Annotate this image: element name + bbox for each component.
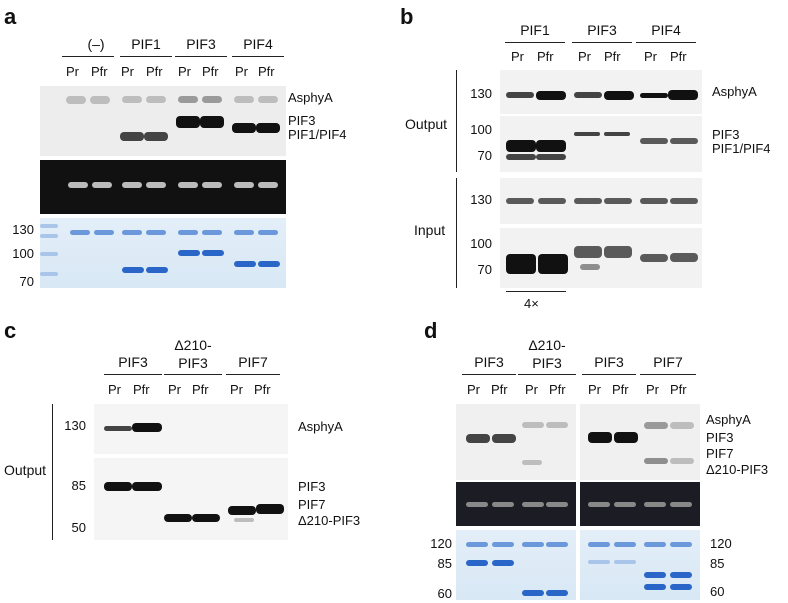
- mw-marker: 85: [710, 556, 725, 571]
- lane-label: Pfr: [133, 382, 150, 397]
- loading-control-gel: [40, 160, 286, 214]
- section-output-label: Output: [405, 116, 448, 132]
- band-label-asphya: AsphyA: [298, 419, 343, 434]
- lane-label: Pfr: [612, 382, 629, 397]
- coomassie-gel: [40, 218, 286, 288]
- input-pif-blot: [500, 228, 702, 288]
- lane-label: Pr: [178, 64, 191, 79]
- mw-marker: 70: [477, 262, 492, 277]
- autoradiograph-blot-right: [580, 404, 700, 480]
- group-header: PIF3: [186, 36, 216, 52]
- lane-label: Pr: [511, 49, 524, 64]
- mw-marker: 130: [64, 418, 86, 433]
- mw-marker: 60: [437, 586, 452, 601]
- lane-label: Pr: [644, 49, 657, 64]
- group-header: PIF3: [474, 354, 504, 370]
- lane-label: Pr: [235, 64, 248, 79]
- band-label-pif3: PIF3: [706, 430, 734, 445]
- group-header: PIF1: [520, 22, 550, 38]
- group-header: PIF7: [238, 354, 268, 370]
- input-asphya-blot: [500, 178, 702, 224]
- output-asphya-blot: [500, 70, 702, 114]
- lane-label: Pfr: [192, 382, 209, 397]
- lane-label: Pr: [66, 64, 79, 79]
- group-header: PIF3: [594, 354, 624, 370]
- lane-label: Pfr: [670, 49, 687, 64]
- band-label-pif3: PIF3: [298, 479, 326, 494]
- group-header: Δ210- PIF3: [174, 337, 212, 371]
- lane-label: Pr: [121, 64, 134, 79]
- output-asphya-blot: [94, 404, 288, 454]
- lane-label: Pr: [525, 382, 538, 397]
- lane-label: Pr: [578, 49, 591, 64]
- loading-control-gel-left: [456, 482, 576, 526]
- mw-marker: 130: [12, 222, 34, 237]
- panel-a-label: a: [4, 4, 17, 29]
- band-label-pif7: PIF7: [706, 446, 734, 461]
- band-label-pif7: PIF7: [298, 497, 326, 512]
- band-label-pif3: PIF3: [288, 113, 316, 128]
- band-label-pif3: PIF3: [712, 127, 740, 142]
- band-label-pif1-pif4: PIF1/PIF4: [288, 127, 347, 142]
- autoradiograph-blot: [40, 86, 286, 156]
- band-label-pif1-pif4: PIF1/PIF4: [712, 141, 771, 156]
- exposure-footnote: 4×: [524, 296, 539, 311]
- lane-label: Pr: [108, 382, 121, 397]
- lane-label: Pfr: [491, 382, 508, 397]
- lane-label: Pr: [646, 382, 659, 397]
- mw-marker: 100: [470, 122, 492, 137]
- band-label-delta210-pif3: Δ210-PIF3: [298, 513, 361, 528]
- mw-marker: 120: [710, 536, 732, 551]
- lane-label: Pr: [467, 382, 480, 397]
- mw-marker: 85: [437, 556, 452, 571]
- band-label-asphya: AsphyA: [706, 412, 751, 427]
- lane-label: Pfr: [549, 382, 566, 397]
- lane-label: Pfr: [146, 64, 163, 79]
- group-header: PIF3: [118, 354, 148, 370]
- section-output-label: Output: [4, 462, 47, 478]
- mw-marker: 70: [477, 148, 492, 163]
- mw-marker: 60: [710, 584, 725, 599]
- mw-marker: 100: [12, 246, 34, 261]
- band-label-delta210-pif3: Δ210-PIF3: [706, 462, 769, 477]
- group-header: (–): [87, 36, 105, 52]
- lane-label: Pfr: [670, 382, 687, 397]
- mw-marker: 70: [19, 274, 34, 289]
- mw-marker: 50: [71, 520, 86, 535]
- lane-label: Pr: [168, 382, 181, 397]
- output-pif-blot: [94, 458, 288, 540]
- lane-label: Pr: [588, 382, 601, 397]
- section-input-label: Input: [414, 222, 446, 238]
- lane-label: Pfr: [537, 49, 554, 64]
- loading-control-gel-right: [580, 482, 700, 526]
- mw-marker: 120: [430, 536, 452, 551]
- mw-marker: 85: [71, 478, 86, 493]
- output-pif-blot: [500, 116, 702, 172]
- group-header: PIF1: [131, 36, 161, 52]
- group-header: PIF7: [653, 354, 683, 370]
- lane-label: Pfr: [254, 382, 271, 397]
- lane-label: Pr: [230, 382, 243, 397]
- group-header: Δ210- PIF3: [528, 337, 566, 371]
- lane-label: Pfr: [202, 64, 219, 79]
- panel-c-label: c: [4, 318, 17, 343]
- band-label-asphya: AsphyA: [288, 90, 333, 105]
- group-header: PIF4: [243, 36, 273, 52]
- autoradiograph-blot-left: [456, 404, 576, 480]
- mw-marker: 130: [470, 86, 492, 101]
- lane-label: Pfr: [258, 64, 275, 79]
- coomassie-gel-right: [580, 530, 700, 600]
- lane-label: Pfr: [604, 49, 621, 64]
- lane-label: Pfr: [91, 64, 108, 79]
- group-header: PIF4: [651, 22, 681, 38]
- panel-b-label: b: [400, 4, 414, 29]
- band-label-asphya: AsphyA: [712, 84, 757, 99]
- panel-d-label: d: [424, 318, 438, 343]
- group-header: PIF3: [587, 22, 617, 38]
- mw-marker: 130: [470, 192, 492, 207]
- mw-marker: 100: [470, 236, 492, 251]
- coomassie-gel-left: [456, 530, 576, 600]
